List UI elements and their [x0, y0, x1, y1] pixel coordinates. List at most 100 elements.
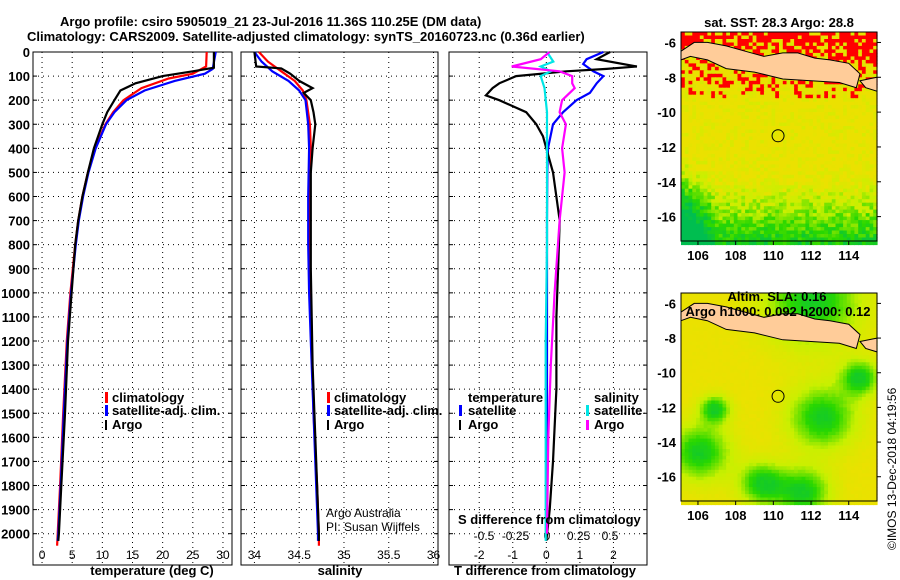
y-tick-label: 1900: [1, 503, 30, 518]
salinity-legend: climatology satellite-adj. clim. Argo Ar…: [326, 390, 442, 534]
lat-tick-label: -10: [657, 105, 676, 120]
legend-argo: Argo: [112, 417, 142, 432]
x-axis-label-temperature: temperature (deg C): [90, 563, 214, 578]
legend-swatch-satellite: [105, 405, 108, 416]
legend-s-satellite: satellite: [594, 403, 642, 418]
title-line-1: Argo profile: csiro 5905019_21 23-Jul-20…: [60, 14, 481, 29]
series-argo: [57, 52, 215, 541]
legend-climatology: climatology: [334, 390, 407, 405]
series-t-argo: [483, 51, 638, 542]
y-tick-label: 1200: [1, 334, 30, 349]
lat-tick-label: -16: [657, 210, 676, 225]
s-tick-label: 0.5: [602, 529, 619, 543]
y-tick-label: 100: [8, 69, 30, 84]
y-tick-label: 1700: [1, 454, 30, 469]
java-landmass: [680, 302, 861, 350]
y-tick-label: 700: [8, 214, 30, 229]
s-tick-label: -0.5: [474, 529, 495, 543]
legend-swatch-t-argo: [459, 420, 461, 430]
x-tick-label: 5: [69, 548, 76, 562]
x-tick-label: 15: [126, 548, 140, 562]
series-argo: [253, 51, 320, 541]
legend-swatch-climatology: [327, 392, 330, 403]
x-tick-label: 30: [216, 548, 230, 562]
legend-swatch-satellite: [327, 405, 330, 416]
x-tick-label: 25: [186, 548, 200, 562]
lon-tick-label: 110: [763, 508, 784, 523]
x-tick-label: 35.5: [377, 548, 401, 562]
x-tick-label: 36: [427, 548, 441, 562]
lat-tick-label: -12: [657, 400, 676, 415]
difference-legend: temperature salinity satellite Argo sate…: [458, 390, 642, 527]
x-tick-label: -2: [474, 548, 485, 562]
y-tick-label: 800: [8, 238, 30, 253]
lat-tick-label: -8: [664, 70, 676, 85]
lat-tick-label: -14: [657, 435, 677, 450]
x-tick-label: 1: [577, 548, 584, 562]
lat-tick-label: -6: [664, 296, 676, 311]
plot-area: [240, 51, 439, 566]
lon-tick-label: 110: [763, 248, 784, 263]
x-tick-label: 20: [156, 548, 170, 562]
sla-map: 106 108 110 112 114 -6 -8 -10 -12 -14 -16: [657, 292, 881, 523]
s-tick-label: 0.25: [567, 529, 591, 543]
lon-tick-label: 106: [687, 508, 709, 523]
title-line-2: Climatology: CARS2009. Satellite-adjuste…: [27, 29, 585, 44]
lat-tick-label: -10: [657, 366, 676, 381]
y-tick-label: 1800: [1, 479, 30, 494]
series-s-satellite: [537, 51, 555, 541]
x-axis-label-t-difference: T difference from climatology: [454, 563, 637, 578]
imos-timestamp: ©IMOS 13-Dec-2018 04:19:56: [885, 387, 899, 550]
x-tick-label: 2: [610, 548, 617, 562]
y-tick-label: 1000: [1, 286, 30, 301]
legend-title-temperature: temperature: [468, 390, 543, 405]
temperature-legend: climatology satellite-adj. clim. Argo: [105, 390, 220, 432]
lon-tick-label: 108: [725, 508, 747, 523]
y-tick-label: 900: [8, 262, 30, 277]
y-tick-label: 1100: [2, 310, 30, 325]
y-tick-label: 2000: [1, 527, 30, 542]
legend-satellite: satellite-adj. clim.: [112, 403, 220, 418]
y-tick-label: 400: [8, 141, 30, 156]
legend-swatch-climatology: [105, 392, 108, 403]
lon-tick-label: 112: [801, 248, 822, 263]
lon-tick-label: 114: [838, 508, 860, 523]
y-tick-label: 500: [8, 165, 30, 180]
y-tick-label: 200: [8, 93, 30, 108]
x-tick-label: 34.5: [288, 548, 312, 562]
legend-t-satellite: satellite: [468, 403, 516, 418]
lat-tick-label: -6: [664, 35, 676, 50]
legend-swatch-s-argo: [586, 420, 589, 430]
lat-tick-label: -14: [657, 175, 677, 190]
credit-text: Argo Australia: [326, 506, 401, 520]
lon-tick-label: 112: [801, 508, 822, 523]
lon-tick-label: 106: [687, 248, 709, 263]
y-tick-label: 1600: [1, 430, 30, 445]
s-axis-label: S difference from climatology: [458, 512, 642, 527]
map-frame: [680, 31, 878, 242]
legend-swatch-s-satellite: [586, 405, 589, 416]
x-tick-label: 35: [337, 548, 351, 562]
sla-map-title: Altim. SLA: 0.16: [728, 289, 827, 304]
sla-map-subtitle: Argo h1000: 0.092 h2000: 0.12: [686, 304, 871, 319]
x-tick-label: -1: [507, 548, 518, 562]
legend-t-argo: Argo: [468, 417, 498, 432]
map-frame: [680, 292, 878, 502]
argo-float-marker: [771, 129, 785, 143]
x-tick-label: 0: [39, 548, 46, 562]
argo-float-marker: [771, 389, 785, 403]
y-tick-label: 1500: [1, 406, 30, 421]
y-tick-label: 1400: [1, 382, 30, 397]
x-tick-label: 0: [543, 548, 550, 562]
salinity-panel: 34 34.5 35 35.5 36: [240, 51, 441, 566]
lat-tick-label: -12: [657, 140, 676, 155]
y-tick-label: 0: [23, 45, 30, 60]
pi-text: PI: Susan Wijffels: [326, 520, 420, 534]
sst-map: 106 108 110 112 114 -6 -8 -10 -12 -14 -16: [657, 31, 881, 263]
legend-swatch-argo: [105, 420, 107, 430]
y-tick-label: 300: [8, 117, 30, 132]
y-tick-label: 1300: [1, 358, 30, 373]
legend-satellite: satellite-adj. clim.: [334, 403, 442, 418]
legend-swatch-t-satellite: [459, 405, 462, 416]
